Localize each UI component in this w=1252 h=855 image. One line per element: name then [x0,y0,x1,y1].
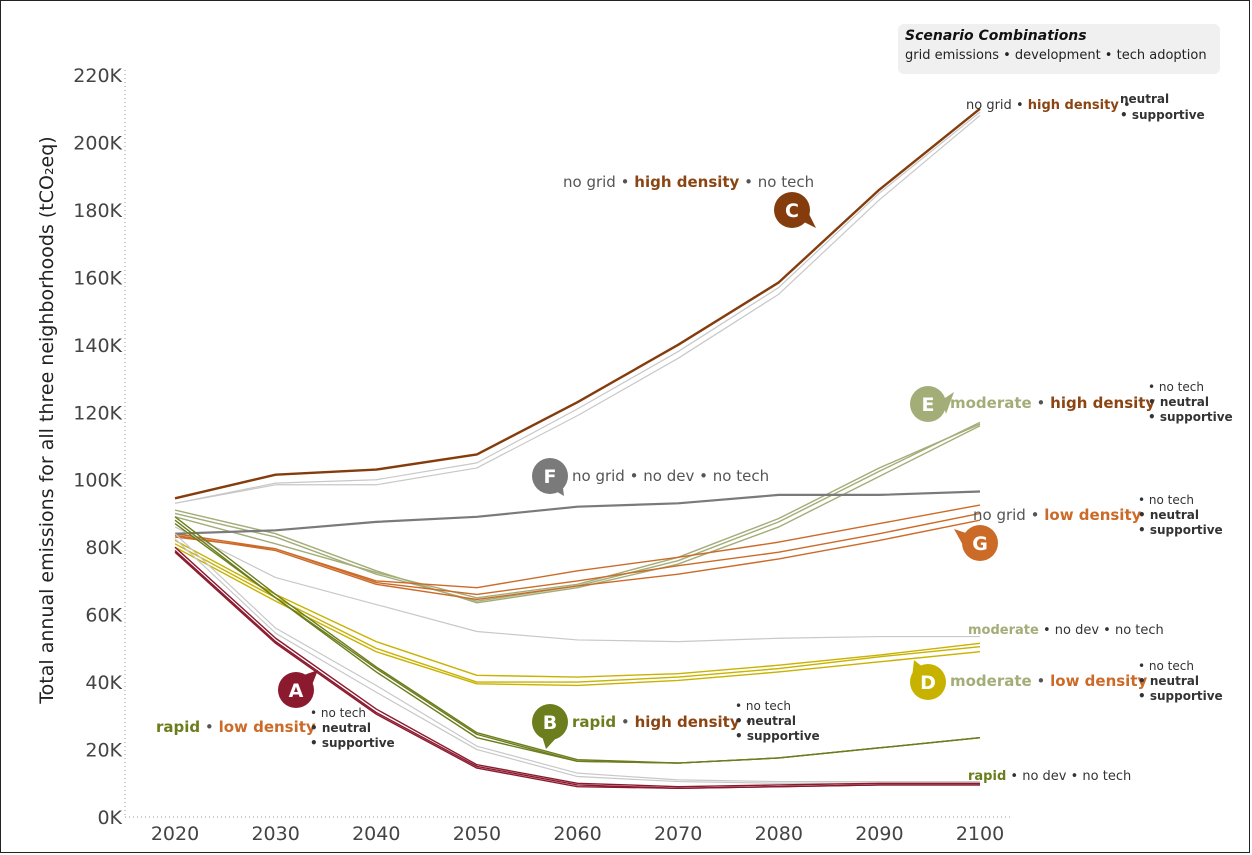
svg-text:• supportive: • supportive [1138,523,1223,537]
series-line [174,546,981,687]
svg-text:• neutral: • neutral [735,714,796,728]
series-line [174,512,981,596]
annotation-e: E moderate • high density • no tech • ne… [910,380,1233,424]
series-line [174,539,981,678]
annotation-a: A rapid • low density • no tech • neutra… [156,670,395,750]
series-line [174,425,981,604]
series-line [174,551,980,790]
series-line [174,490,981,535]
svg-text:• neutral: • neutral [310,721,371,735]
y-tick-label: 220K [73,65,122,87]
svg-text:moderate • high density: moderate • high density [950,394,1155,412]
svg-text:B: B [543,712,557,734]
svg-text:• no tech: • no tech [1138,659,1194,673]
series-line [174,526,980,643]
bubble-b: B [532,704,568,749]
svg-text:• supportive: • supportive [1120,108,1205,122]
svg-text:• supportive: • supportive [1138,689,1223,703]
svg-text:moderate • low density: moderate • low density [950,672,1147,690]
x-tick-label: 2030 [251,823,299,845]
series-line [174,423,981,599]
svg-text:• supportive: • supportive [735,729,820,743]
svg-text:• no tech: • no tech [735,699,791,713]
legend-title: Scenario Combinations [905,28,1087,44]
annotation-d: D moderate • low density • no tech • neu… [910,659,1223,703]
series-line [174,504,981,589]
series-line [174,519,981,601]
bubble-f: F [532,458,568,496]
svg-text:rapid • low density: rapid • low density [156,718,316,736]
x-tick-label: 2100 [956,823,1004,845]
series-line [174,523,981,764]
y-tick-label: 0K [97,807,122,829]
axes: 0K 20K 40K 60K 80K 100K 120K 140K 160K 180K 200K 22… [73,65,1012,845]
svg-text:G: G [972,533,988,555]
bubble-d: D [910,660,946,700]
y-tick-label: 140K [73,335,122,357]
y-tick-label: 200K [73,132,122,154]
svg-text:• supportive: • supportive [1148,410,1233,424]
legend-box [898,24,1220,74]
svg-text:no grid • high density •: no grid • high density • [966,98,1131,113]
x-tick-label: 2080 [755,823,803,845]
y-tick-label: 40K [85,672,122,694]
x-tick-label: 2050 [453,823,501,845]
svg-text:• neutral: • neutral [1138,674,1199,688]
series-line [174,421,981,602]
svg-text:no grid • high density • no te: no grid • high density • no tech [563,173,814,191]
series-lines [174,107,981,790]
bubble-e: E [910,386,954,422]
bubble-g: G [954,525,998,561]
y-tick-label: 120K [73,402,122,424]
svg-text:• no tech: • no tech [1138,493,1194,507]
legend-subtitle: grid emissions • development • tech adop… [905,48,1207,63]
x-tick-label: 2040 [352,823,400,845]
y-tick-label: 160K [73,267,122,289]
series-line [174,107,981,500]
x-tick-label: 2090 [855,823,903,845]
svg-text:C: C [785,200,799,222]
series-line [174,115,981,504]
series-line [174,533,980,783]
svg-text:E: E [922,394,935,416]
svg-text:• no tech: • no tech [1148,380,1204,394]
bubble-c: C [774,192,816,228]
y-tick-label: 100K [73,470,122,492]
bubble-a: A [278,670,318,708]
annotation-c: no grid • high density • no tech C [563,173,816,228]
svg-text:D: D [920,672,936,694]
svg-text:no grid • no dev • no tech: no grid • no dev • no tech [572,467,769,485]
annotation-c-end: no grid • high density • neutral • suppo… [966,92,1205,122]
x-tick-label: 2020 [151,823,199,845]
svg-text:rapid • high density •: rapid • high density • [572,713,753,731]
svg-text:no grid • low density: no grid • low density [973,506,1142,524]
x-tick-label: 2070 [654,823,702,845]
svg-text:• neutral: • neutral [1138,508,1199,522]
svg-text:A: A [289,680,304,702]
x-tick-label: 2060 [553,823,601,845]
annotation-b: B rapid • high density • • no tech • neu… [532,699,820,749]
y-tick-label: 60K [85,605,122,627]
series-line [174,111,981,504]
y-tick-label: 180K [73,200,122,222]
annotation-rapid-end: rapid • no dev • no tech [968,769,1131,784]
annotation-f: F no grid • no dev • no tech [532,458,769,496]
series-line [174,538,980,784]
svg-text:F: F [544,466,557,488]
annotation-g: no grid • low density • no tech • neutra… [954,493,1223,561]
y-axis-label: Total annual emissions for all three nei… [36,136,58,704]
annotation-moderate-end: moderate • no dev • no tech [968,623,1164,638]
svg-text:• supportive: • supportive [310,736,395,750]
svg-text:• no tech: • no tech [310,706,366,720]
series-line [174,546,980,788]
y-tick-label: 80K [85,537,122,559]
y-tick-label: 20K [85,740,122,762]
svg-text:• neutral: • neutral [1148,395,1209,409]
svg-text:neutral: neutral [1120,92,1169,106]
series-line [174,543,981,683]
